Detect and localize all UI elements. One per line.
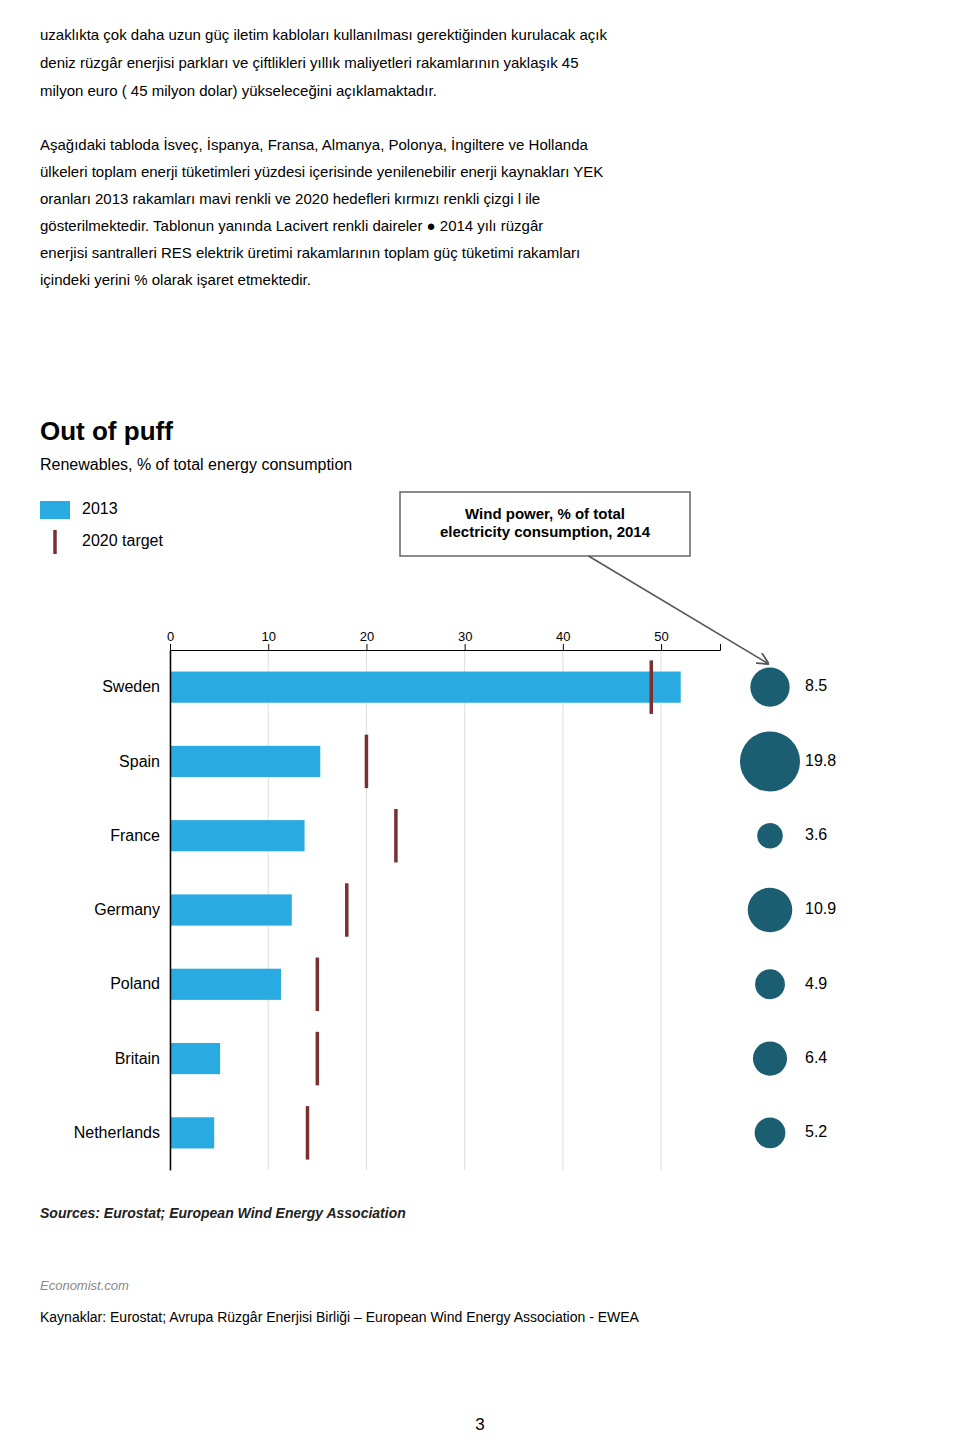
x-axis: 0 10 20 30 40 50 bbox=[167, 629, 721, 651]
grid bbox=[170, 650, 661, 1170]
callout-line: Wind power, % of total bbox=[465, 505, 625, 522]
x-tick: 0 bbox=[167, 629, 174, 650]
x-tick-mark bbox=[268, 644, 269, 650]
x-tick-label: 10 bbox=[261, 629, 275, 644]
x-tick-mark bbox=[563, 644, 564, 650]
paragraph-line: enerjisi santralleri RES elektrik üretim… bbox=[40, 244, 580, 261]
grid-line bbox=[661, 650, 662, 1170]
bubble-label: 5.2 bbox=[805, 1123, 827, 1140]
legend-swatch bbox=[40, 501, 70, 519]
bubble bbox=[757, 823, 783, 849]
bubble-label: 6.4 bbox=[805, 1049, 827, 1066]
source-note: Sources: Eurostat; European Wind Energy … bbox=[40, 1205, 406, 1221]
callout-arrow bbox=[589, 556, 769, 663]
y-axis: Sweden Spain France Germany Poland Britain Net… bbox=[74, 651, 171, 1171]
y-tick: Germany bbox=[94, 901, 170, 918]
chart-title: Out of puff bbox=[40, 416, 173, 446]
x-tick: 20 bbox=[360, 629, 374, 650]
page-text: uzaklıkta çok daha uzun güç iletim kablo… bbox=[40, 26, 607, 43]
bubble bbox=[740, 731, 800, 791]
y-tick: France bbox=[110, 827, 170, 844]
target-marker bbox=[306, 1106, 310, 1159]
legend-label: 2020 target bbox=[82, 532, 164, 549]
x-tick: 10 bbox=[261, 629, 275, 650]
x-axis-line bbox=[171, 644, 721, 651]
callout-line: electricity consumption, 2014 bbox=[440, 523, 651, 540]
target-marker bbox=[394, 809, 398, 862]
page: uzaklıkta çok daha uzun güç iletim kablo… bbox=[0, 0, 960, 1455]
legend-swatch bbox=[53, 530, 57, 554]
bar bbox=[170, 969, 281, 1000]
x-tick-mark bbox=[661, 644, 662, 650]
paragraph-line: Aşağıdaki tabloda İsveç, İspanya, Fransa… bbox=[40, 136, 588, 153]
y-tick-label: Sweden bbox=[102, 678, 160, 695]
page-text: milyon euro ( 45 milyon dolar) yükselece… bbox=[40, 82, 437, 99]
plot-marks bbox=[170, 660, 681, 1159]
x-tick-label: 0 bbox=[167, 629, 174, 644]
grid-line bbox=[464, 650, 465, 1170]
x-tick-mark bbox=[170, 644, 171, 650]
x-tick-mark bbox=[465, 644, 466, 650]
x-tick-mark bbox=[366, 644, 367, 650]
bar bbox=[170, 894, 292, 925]
x-tick-label: 30 bbox=[458, 629, 472, 644]
bubble bbox=[750, 667, 789, 706]
bubble bbox=[748, 888, 793, 933]
y-tick: Netherlands bbox=[74, 1124, 170, 1141]
bubble bbox=[755, 969, 785, 999]
target-marker bbox=[345, 883, 349, 936]
grid-line bbox=[170, 650, 171, 1170]
footer-text: Kaynaklar: Eurostat; Avrupa Rüzgâr Enerj… bbox=[40, 1309, 640, 1325]
x-tick-label: 50 bbox=[654, 629, 668, 644]
target-marker bbox=[365, 735, 369, 788]
y-tick-label: Germany bbox=[94, 901, 160, 918]
paragraph-line: ülkeleri toplam enerji tüketimleri yüzde… bbox=[40, 163, 603, 180]
page-number: 3 bbox=[475, 1415, 484, 1434]
y-tick: Poland bbox=[110, 975, 170, 992]
y-tick-label: Netherlands bbox=[74, 1124, 160, 1141]
legend: 2013 2020 target bbox=[40, 500, 164, 554]
paragraph-line: oranları 2013 rakamları mavi renkli ve 2… bbox=[40, 190, 540, 207]
bar bbox=[170, 820, 305, 851]
bar bbox=[170, 746, 320, 777]
x-tick: 40 bbox=[556, 629, 570, 650]
target-marker bbox=[650, 660, 654, 713]
page-text: deniz rüzgâr enerjisi parkları ve çiftli… bbox=[40, 54, 579, 71]
target-marker bbox=[316, 1032, 320, 1085]
bubble-label: 19.8 bbox=[805, 752, 836, 769]
bubble-column bbox=[740, 667, 800, 1148]
legend-label: 2013 bbox=[82, 500, 118, 517]
y-tick: Britain bbox=[115, 1050, 170, 1067]
y-tick: Spain bbox=[119, 753, 170, 770]
bar bbox=[170, 672, 681, 703]
bubble-label: 4.9 bbox=[805, 975, 827, 992]
paragraph-line: içindeki yerini % olarak işaret etmekted… bbox=[40, 271, 311, 288]
bubble bbox=[755, 1117, 786, 1148]
bubble-labels: 8.5 19.8 3.6 10.9 4.9 6.4 5.2 bbox=[805, 677, 836, 1140]
x-tick: 50 bbox=[654, 629, 668, 650]
y-tick-label: Poland bbox=[110, 975, 160, 992]
chart-subtitle: Renewables, % of total energy consumptio… bbox=[40, 456, 352, 473]
y-tick-label: Spain bbox=[119, 753, 160, 770]
callout-text: Wind power, % of totalelectricity consum… bbox=[440, 505, 651, 540]
x-tick-label: 20 bbox=[360, 629, 374, 644]
bubble-label: 8.5 bbox=[805, 677, 827, 694]
paragraph-line: gösterilmektedir. Tablonun yanında Laciv… bbox=[40, 217, 543, 234]
site-note: Economist.com bbox=[40, 1278, 129, 1293]
target-marker bbox=[316, 958, 320, 1011]
callout-box bbox=[400, 492, 690, 556]
y-axis-line bbox=[170, 651, 172, 1171]
bubble-label: 10.9 bbox=[805, 900, 836, 917]
grid-line bbox=[562, 650, 563, 1170]
y-tick: Sweden bbox=[102, 678, 170, 695]
bubble-label: 3.6 bbox=[805, 826, 827, 843]
x-tick-label: 40 bbox=[556, 629, 570, 644]
bar bbox=[170, 1117, 214, 1148]
grid-line bbox=[366, 650, 367, 1170]
bubble bbox=[753, 1042, 787, 1076]
bar bbox=[170, 1043, 220, 1074]
y-tick-label: Britain bbox=[115, 1050, 160, 1067]
y-tick-label: France bbox=[110, 827, 160, 844]
x-tick: 30 bbox=[458, 629, 472, 650]
